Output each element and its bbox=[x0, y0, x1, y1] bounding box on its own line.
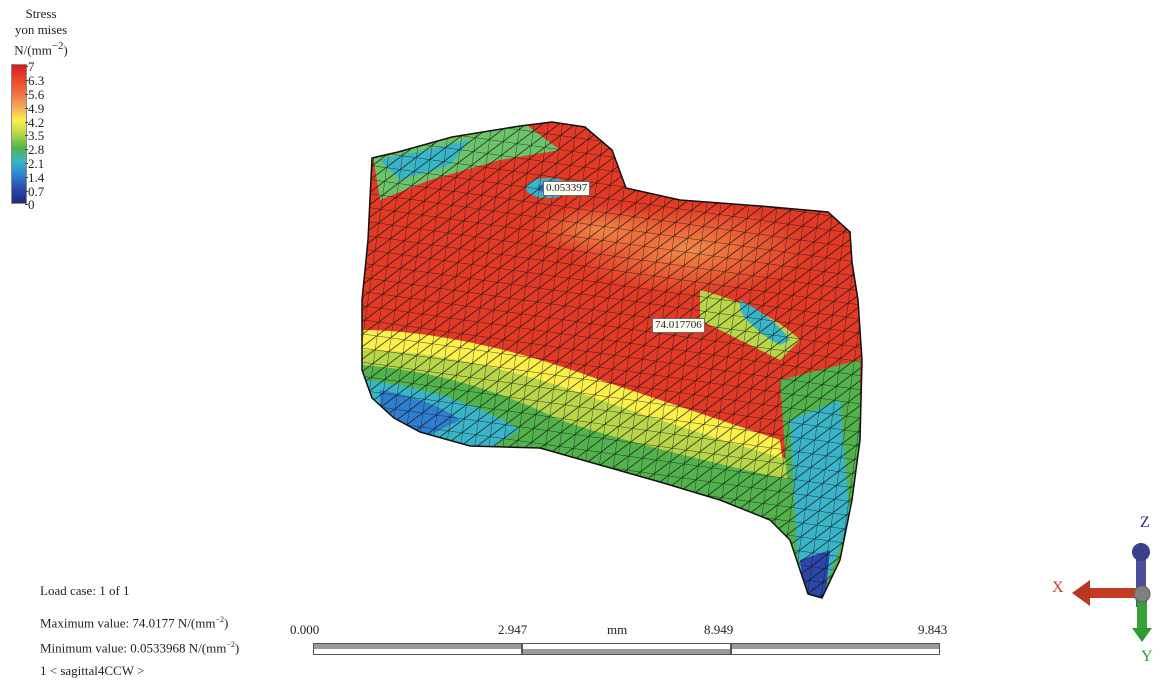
legend-tick-label: 3.5 bbox=[24, 128, 45, 144]
max-value-suffix: ) bbox=[224, 615, 229, 631]
legend-gradient-bar bbox=[11, 64, 27, 205]
legend-units: N/(mm−2) bbox=[6, 38, 76, 58]
legend-units-exp: −2 bbox=[51, 40, 64, 52]
legend-tick-label: 6.3 bbox=[24, 73, 45, 89]
scale-label-1: 2.947 bbox=[498, 622, 528, 637]
tooth-mesh bbox=[362, 122, 862, 598]
min-value-prefix: Minimum value: 0.0533968 N/(mm bbox=[40, 640, 227, 656]
min-value-exp: −2 bbox=[226, 640, 235, 649]
scale-label-3: 8.949 bbox=[704, 622, 734, 637]
legend-color-scale: 7 6.3 5.6 4.9 4.2 3.5 2.8 2.1 1.4 0.7 0 bbox=[6, 59, 126, 213]
legend-tick-label: 7 bbox=[25, 59, 35, 75]
min-value-text: Minimum value: 0.0533968 N/(mm−2) bbox=[40, 640, 239, 656]
legend-tick-label: 4.2 bbox=[24, 114, 45, 130]
legend-units-text: N/(mm bbox=[14, 42, 52, 58]
max-value-exp: −2 bbox=[215, 615, 224, 624]
scale-segment-1 bbox=[313, 643, 522, 655]
scale-label-0: 0.000 bbox=[290, 622, 320, 637]
view-name-text[interactable]: 1 < sagittal4CCW > bbox=[40, 663, 145, 678]
legend-title: Stress yon mises N/(mm−2) bbox=[6, 6, 76, 58]
min-value-probe: 0.053397 bbox=[543, 181, 591, 196]
tooth-outline bbox=[361, 121, 863, 599]
legend-tick-label: 2.8 bbox=[24, 142, 45, 158]
scale-segment-2 bbox=[522, 643, 731, 655]
scale-unit: mm bbox=[607, 622, 628, 637]
legend-title-line2: yon mises bbox=[14, 22, 68, 37]
legend-tick-label: 0 bbox=[25, 197, 35, 213]
legend-tick-label: 2.1 bbox=[24, 155, 45, 171]
legend-tick-label: 1.4 bbox=[24, 169, 45, 185]
axis-triad bbox=[1072, 543, 1152, 642]
scale-segment-3 bbox=[731, 643, 940, 655]
min-value-suffix: ) bbox=[234, 640, 240, 656]
legend-units-close: ) bbox=[63, 42, 68, 58]
max-value-probe: 74.017706 bbox=[652, 318, 705, 333]
max-value-text: Maximum value: 74.0177 N/(mm−2) bbox=[40, 615, 228, 631]
scale-bar bbox=[313, 643, 940, 657]
max-value-prefix: Maximum value: 74.0177 N/(mm bbox=[40, 615, 216, 631]
legend-title-line1: Stress bbox=[25, 6, 57, 21]
scale-label-4: 9.843 bbox=[918, 622, 948, 637]
load-case-text: Load case: 1 of 1 bbox=[40, 583, 130, 598]
axis-x-label: X bbox=[1052, 579, 1064, 596]
axis-y-label: Y bbox=[1141, 648, 1153, 665]
stress-legend: Stress yon mises N/(mm−2) 7 6.3 5.6 4.9 4.2 3… bbox=[6, 6, 126, 213]
axis-z-label: Z bbox=[1140, 514, 1150, 531]
legend-tick-label: 5.6 bbox=[24, 86, 45, 102]
legend-tick-label: 4.9 bbox=[24, 100, 45, 116]
legend-tick-label: 0.7 bbox=[24, 183, 45, 199]
